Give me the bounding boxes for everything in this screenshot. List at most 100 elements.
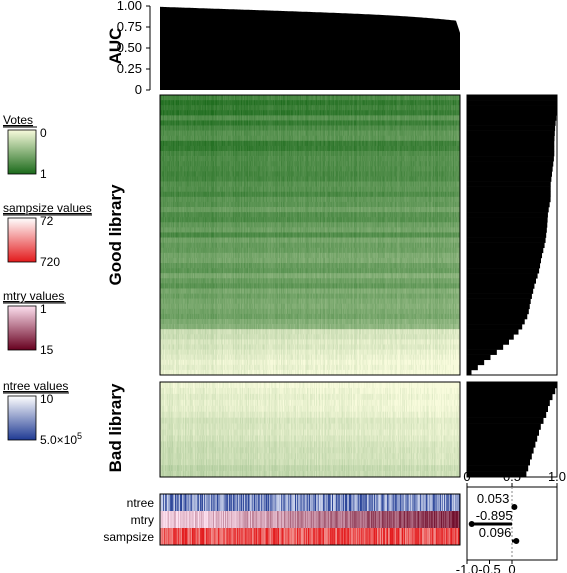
heatmap-cell [201, 257, 203, 264]
heatmap-cell [201, 130, 203, 137]
heatmap-cell [204, 140, 206, 147]
heatmap-cell [196, 191, 198, 198]
heatmap-cell [171, 283, 173, 289]
heatmap-cell [176, 151, 178, 157]
heatmap-cell [172, 125, 174, 131]
heatmap-cell [176, 369, 178, 376]
heatmap-cell [209, 354, 211, 361]
heatmap-cell [204, 308, 206, 315]
heatmap-cell [205, 257, 207, 264]
heatmap-cell [193, 176, 195, 182]
heatmap-cell [203, 110, 205, 116]
heatmap-cell [198, 257, 200, 264]
heatmap-cell [190, 364, 192, 371]
heatmap-cell [186, 125, 188, 131]
heatmap-cell [182, 125, 184, 131]
heatmap-cell [216, 201, 218, 208]
heatmap-cell [198, 130, 200, 137]
heatmap-cell [200, 181, 202, 187]
heatmap-cell [189, 324, 191, 330]
heatmap-cell [216, 303, 218, 310]
heatmap-cell [171, 298, 173, 305]
heatmap-cell [209, 268, 211, 274]
heatmap-cell [170, 212, 172, 218]
heatmap-cell [182, 232, 184, 238]
heatmap-cell [182, 156, 184, 162]
heatmap-cell [207, 303, 209, 310]
heatmap-cell [209, 242, 211, 249]
heatmap-cell [188, 288, 190, 294]
heatmap-cell [160, 364, 162, 371]
heatmap-cell [204, 237, 206, 243]
heatmap-cell [161, 329, 163, 335]
heatmap-cell [192, 298, 194, 305]
heatmap-cell [208, 298, 210, 305]
heatmap-cell [183, 278, 185, 284]
heatmap-cell [208, 324, 210, 330]
heatmap-cell [204, 181, 206, 187]
heatmap-cell [207, 115, 209, 121]
heatmap-cell [191, 212, 193, 218]
heatmap-cell [160, 242, 162, 249]
heatmap-cell [173, 227, 175, 233]
heatmap-cell [215, 191, 217, 198]
heatmap-cell [206, 181, 208, 187]
heatmap-cell [198, 186, 200, 193]
heatmap-cell [181, 161, 183, 167]
heatmap-cell [202, 334, 204, 340]
heatmap-cell [192, 293, 194, 299]
heatmap-cell [165, 156, 167, 162]
heatmap-cell [189, 339, 191, 345]
heatmap-cell [180, 207, 182, 213]
heatmap-cell [188, 364, 190, 371]
heatmap-cell [214, 222, 216, 228]
heatmap-cell [203, 359, 205, 366]
heatmap-cell [191, 334, 193, 340]
heatmap-cell [186, 196, 188, 203]
heatmap-cell [171, 105, 173, 111]
heatmap-cell [160, 140, 162, 147]
heatmap-cell [206, 201, 208, 208]
heatmap-cell [180, 319, 182, 325]
heatmap-cell [179, 181, 181, 187]
heatmap-cell [203, 227, 205, 233]
heatmap-cell [165, 186, 167, 193]
heatmap-cell [204, 100, 206, 106]
heatmap-cell [201, 369, 203, 376]
heatmap-cell [164, 349, 166, 355]
heatmap-cell [202, 217, 204, 223]
heatmap-cell [186, 334, 188, 340]
heatmap-cell [193, 247, 195, 254]
heatmap-cell [206, 334, 208, 340]
heatmap-cell [199, 273, 201, 279]
heatmap-cell [191, 110, 193, 116]
heatmap-cell [217, 247, 219, 254]
heatmap-cell [194, 135, 196, 142]
heatmap-cell [200, 151, 202, 157]
heatmap-cell [182, 176, 184, 182]
heatmap-cell [163, 329, 165, 335]
heatmap-cell [210, 222, 212, 228]
heatmap-cell [197, 364, 199, 371]
heatmap-cell [188, 135, 190, 142]
heatmap-cell [174, 247, 176, 254]
heatmap-cell [194, 288, 196, 294]
heatmap-cell [175, 110, 177, 116]
heatmap-cell [196, 151, 198, 157]
heatmap-cell [161, 156, 163, 162]
heatmap-cell [178, 263, 180, 269]
heatmap-cell [217, 191, 219, 198]
heatmap-cell [200, 242, 202, 249]
heatmap-cell [164, 120, 166, 126]
heatmap-cell [214, 135, 216, 142]
heatmap-cell [178, 171, 180, 177]
heatmap-cell [207, 135, 209, 142]
heatmap-cell [213, 125, 215, 131]
heatmap-cell [213, 237, 215, 243]
heatmap-cell [167, 237, 169, 243]
heatmap-cell [194, 227, 196, 233]
heatmap-cell [205, 288, 207, 294]
heatmap-cell [178, 217, 180, 223]
heatmap-cell [165, 247, 167, 254]
heatmap-cell [169, 217, 171, 223]
